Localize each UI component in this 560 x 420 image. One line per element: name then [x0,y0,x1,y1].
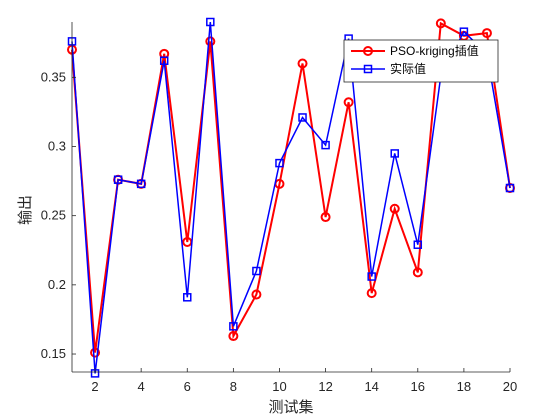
data-point-pso-kriging [343,97,354,108]
data-point-pso-kriging [90,347,101,358]
data-point-pso-kriging [228,331,239,342]
legend-label-pso-kriging: PSO-kriging插值 [390,43,479,58]
legend-marker-pso-kriging [363,46,373,56]
data-point-pso-kriging [320,212,331,223]
data-point-actual [413,240,423,249]
data-point-pso-kriging [251,289,262,300]
data-point-actual [252,266,261,276]
x-tick-label: 20 [503,379,517,394]
x-tick-label: 10 [272,379,286,394]
data-point-actual [229,322,238,331]
data-point-actual [367,272,376,281]
data-point-pso-kriging [389,203,400,214]
data-point-actual [136,179,146,189]
y-tick-label: 0.15 [41,346,66,361]
series-line-actual [71,21,511,374]
data-point-actual [113,175,123,184]
data-point-pso-kriging [435,18,446,29]
x-tick-label: 14 [364,379,378,394]
y-tick-label: 0.25 [41,208,66,223]
data-point-actual [321,140,330,150]
data-point-pso-kriging [297,58,308,69]
x-tick-label: 18 [457,379,471,394]
legend: PSO-kriging插值 实际值 [343,39,499,83]
data-point-actual [275,158,284,168]
x-axis-title: 测试集 [268,398,313,416]
y-tick-label: 0.2 [48,277,66,292]
y-tick-label: 0.35 [41,69,66,84]
data-point-actual [390,149,399,158]
x-tick-label: 2 [91,379,98,394]
x-tick-label: 12 [318,379,332,394]
data-point-actual [505,183,515,193]
y-axis-title: 输出 [16,195,34,225]
data-point-actual [206,17,215,27]
x-tick-label: 8 [230,379,237,394]
data-point-actual [159,56,169,65]
data-point-actual [183,293,192,302]
x-tick-label: 4 [138,379,145,394]
data-point-pso-kriging [205,36,216,47]
x-tick-label: 16 [411,379,425,394]
data-point-actual [298,113,307,122]
axes-layer: 2 4 6 8 10 12 14 16 18 20 0.15 0.2 0.25 0.3 0.35 [41,22,517,394]
legend-marker-actual [363,64,373,74]
data-point-actual [459,27,469,36]
data-point-pso-kriging [366,288,377,299]
data-point-pso-kriging [481,28,492,39]
x-tick-label: 6 [184,379,191,394]
legend-label-actual: 实际值 [390,61,426,76]
data-point-pso-kriging [412,267,423,278]
y-tick-label: 0.3 [48,139,66,154]
